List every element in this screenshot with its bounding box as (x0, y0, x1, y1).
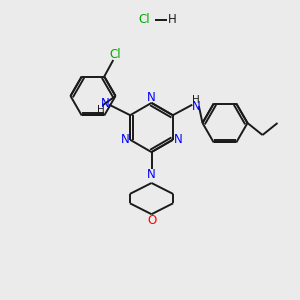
Text: N: N (120, 133, 129, 146)
Text: H: H (168, 13, 177, 26)
Text: N: N (147, 167, 156, 181)
Text: Cl: Cl (138, 13, 150, 26)
Text: H: H (192, 95, 200, 105)
Text: H: H (97, 105, 105, 115)
Text: N: N (174, 133, 183, 146)
Text: N: N (146, 91, 155, 104)
Text: Cl: Cl (109, 48, 121, 62)
Text: N: N (191, 100, 200, 113)
Text: N: N (101, 97, 110, 110)
Text: O: O (147, 214, 156, 227)
